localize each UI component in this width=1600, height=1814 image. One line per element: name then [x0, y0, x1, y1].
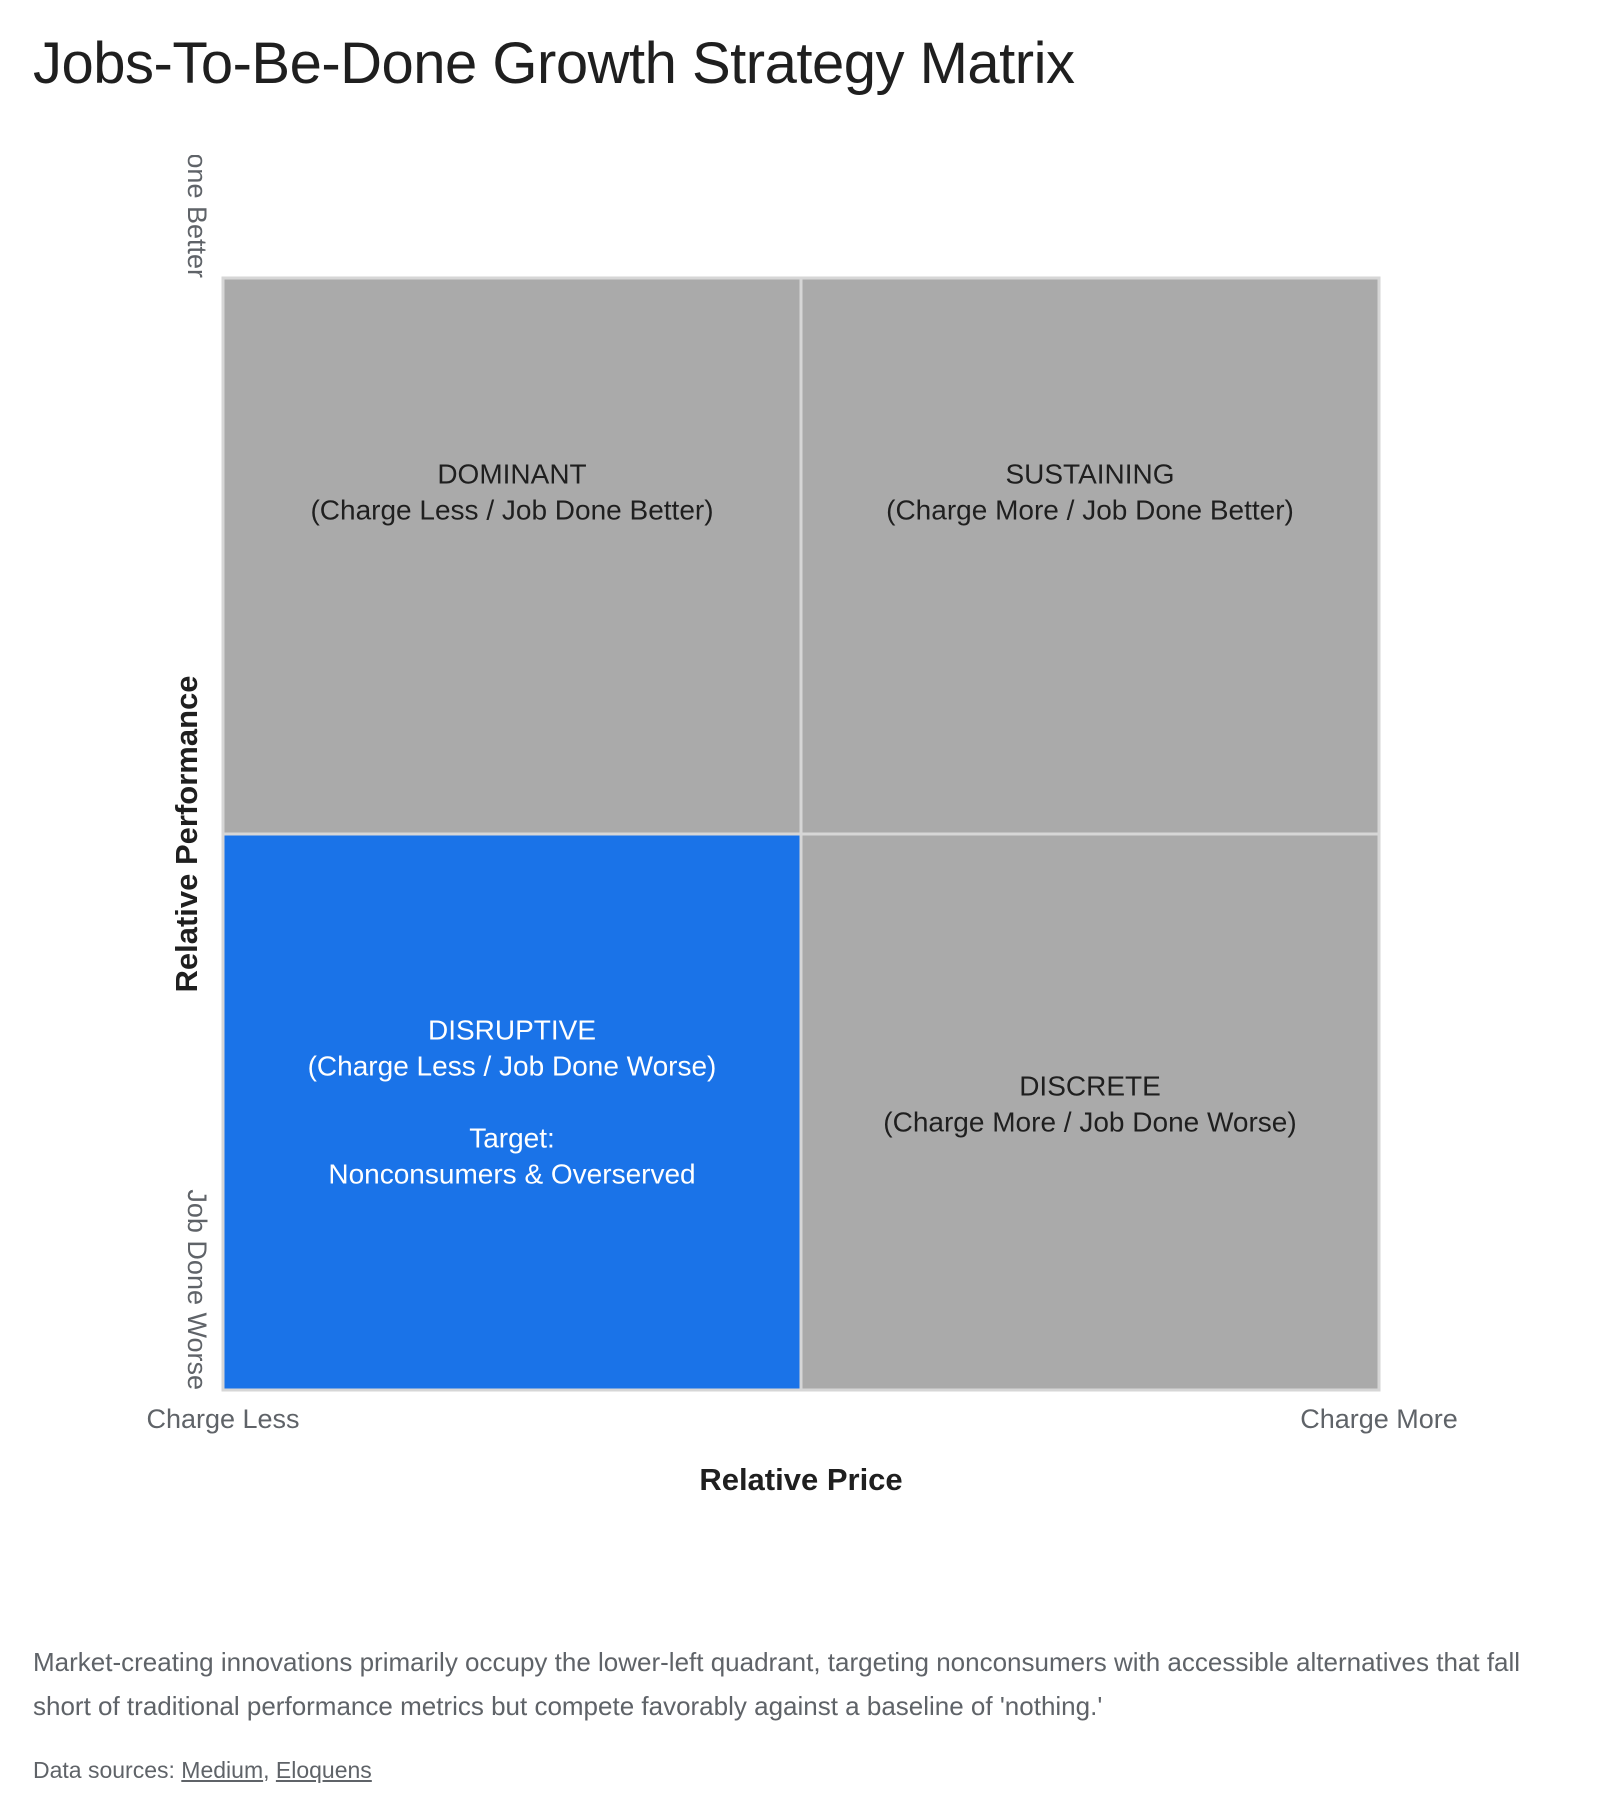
source-link-eloquens[interactable]: Eloquens: [275, 1757, 372, 1783]
quadrant-label-disruptive-line-1: (Charge Less / Job Done Worse): [308, 1050, 717, 1081]
quadrant-dominant: [223, 278, 801, 834]
quadrant-label-discrete-line-1: (Charge More / Job Done Worse): [883, 1106, 1296, 1137]
x-tick-label-0: Charge Less: [146, 1404, 299, 1434]
y-tick-label-0: Job Done Worse: [182, 1189, 212, 1390]
data-sources: Data sources: Medium, Eloquens: [33, 1757, 372, 1784]
matrix-chart: DOMINANT (Charge Less / Job Done Better) S…: [146, 83, 1458, 1497]
quadrant-discrete: [801, 834, 1379, 1390]
quadrant-disruptive: [223, 834, 801, 1390]
quadrant-label-sustaining-line-1: (Charge More / Job Done Better): [886, 494, 1294, 525]
quadrant-label-dominant-line-1: (Charge Less / Job Done Better): [310, 494, 713, 525]
quadrant-sustaining: [801, 278, 1379, 834]
y-axis-label: Relative Performance: [169, 675, 204, 992]
sources-prefix: Data sources:: [33, 1757, 182, 1783]
y-tick-label-1: Job Done Better: [182, 83, 212, 278]
chart-caption: Market-creating innovations primarily oc…: [33, 1647, 1521, 1721]
quadrant-label-disruptive-line-3: Target:: [469, 1122, 555, 1153]
source-link-medium[interactable]: Medium: [181, 1757, 264, 1783]
plot-border: [221, 276, 1381, 1392]
chart-title: Jobs-To-Be-Done Growth Strategy Matrix: [33, 31, 1075, 96]
quadrant-label-disruptive-line-0: DISRUPTIVE: [428, 1014, 596, 1045]
x-tick-label-1: Charge More: [1300, 1404, 1458, 1434]
quadrant-label-sustaining-line-0: SUSTAINING: [1005, 458, 1174, 489]
y-tick-labels-group: Job Done Worse Job Done Better: [182, 83, 212, 1390]
quadrant-label-disruptive-line-4: Nonconsumers & Overserved: [328, 1158, 695, 1189]
quadrant-label-dominant-line-0: DOMINANT: [437, 458, 586, 489]
quadrant-label-discrete-line-0: DISCRETE: [1019, 1070, 1161, 1101]
sources-separator: ,: [263, 1757, 276, 1783]
x-axis-label: Relative Price: [699, 1462, 902, 1497]
